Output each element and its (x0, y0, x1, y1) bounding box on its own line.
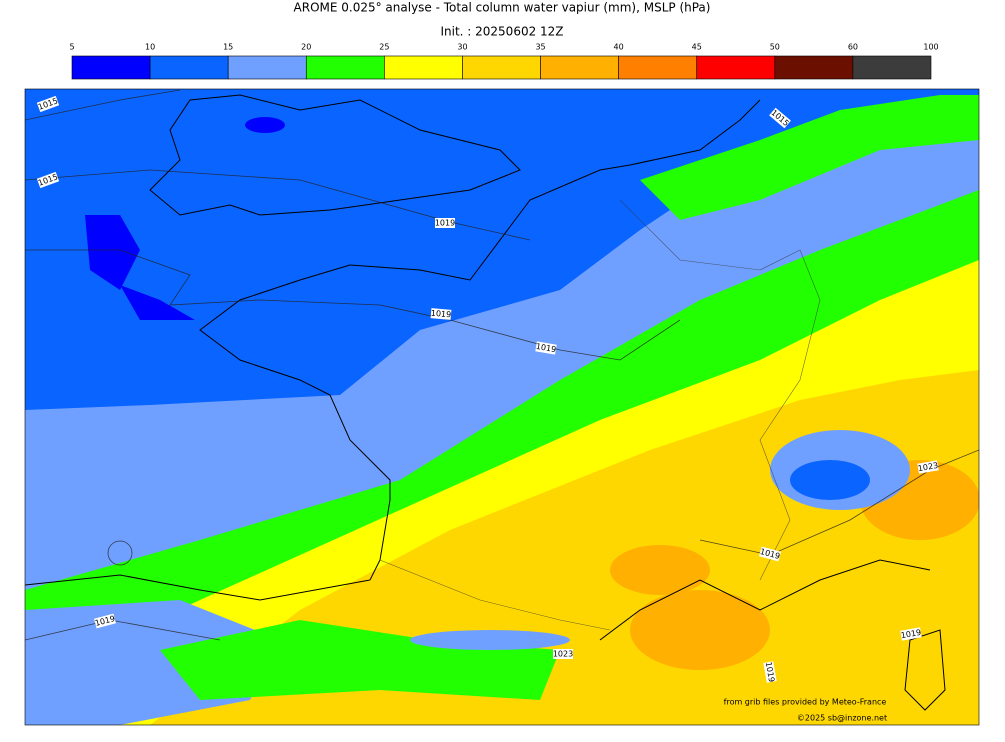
contour-label: 1019 (94, 613, 116, 629)
field-5-10 (85, 215, 140, 290)
colorbar-tick-label: 5 (69, 43, 74, 52)
colorbar-tick-label: 100 (923, 43, 938, 52)
colorbar-segment (149, 55, 229, 80)
colorbar-tick-label: 60 (848, 43, 858, 52)
colorbar-segment (462, 55, 541, 80)
subtitle: Init. : 20250602 12Z (440, 25, 563, 39)
contour-label-bg (763, 661, 777, 683)
field-5-10-b (120, 285, 195, 320)
colorbar-segment (774, 55, 854, 80)
field-alps-core (790, 460, 870, 500)
colorbar-tick-label: 15 (223, 43, 233, 52)
colorbar: 5 10 15 20 25 30 35 40 45 50 60 100 (69, 43, 939, 80)
contour-label-bg (36, 95, 60, 113)
field-north-green (640, 95, 979, 220)
contour-label-bg (535, 341, 557, 355)
contour-label-text: 1019 (764, 661, 776, 683)
field-pyrenees (160, 620, 560, 700)
isobar-3 (25, 249, 681, 361)
colorbar-tick-label: 35 (535, 43, 545, 52)
colorbar-tick-label: 50 (770, 43, 780, 52)
isobar-1 (25, 89, 181, 121)
isobar-6 (107, 540, 133, 566)
colorbar-segment (71, 55, 151, 80)
contour-label: 1023 (917, 460, 939, 474)
contour-label-text: 1019 (900, 628, 922, 640)
field-35-40-sea (630, 590, 770, 670)
field-germany (835, 170, 905, 200)
field-35-40 (610, 545, 710, 595)
colorbar-tick-label: 45 (692, 43, 702, 52)
map-frame (24, 88, 980, 726)
isobar-2 (25, 169, 531, 241)
contour-label-text: 1023 (917, 461, 939, 473)
colorbar-segment (696, 55, 776, 80)
colorbar-segment (305, 55, 385, 80)
colorbar-tick-label: 25 (379, 43, 389, 52)
contour-label: 1019 (900, 627, 922, 641)
contour-label: 1023 (553, 649, 573, 659)
isobar-4 (699, 449, 979, 556)
contour-label-text: 1023 (553, 650, 573, 659)
credit-author: ©2025 sb@inzone.net (797, 714, 887, 723)
colorbar-tick-label: 20 (301, 43, 311, 52)
contour-label-bg (900, 627, 922, 641)
coast-channel (349, 99, 761, 281)
contour-label-bg (430, 308, 452, 320)
contour-label-text: 1019 (435, 219, 455, 228)
coast-uk (149, 94, 521, 216)
title: AROME 0.025° analyse - Total column wate… (294, 1, 711, 15)
colorbar-segment (852, 55, 932, 80)
contour-label-bg (36, 171, 60, 189)
colorbar-tick-label: 40 (614, 43, 624, 52)
contour-label: 1019 (430, 308, 452, 320)
border-pyrenees (379, 559, 611, 631)
colorbar-segment (227, 55, 307, 80)
contour-label-bg (917, 460, 939, 474)
contour-label-text: 1019 (535, 342, 557, 354)
coast-atlantic (199, 264, 391, 581)
contour-label-bg (435, 218, 455, 228)
contour-label: 1019 (763, 661, 777, 683)
contour-labels: 1015101510191019101910151019101910231023… (36, 95, 939, 683)
contour-label-text: 1019 (430, 309, 451, 320)
border-east (619, 199, 821, 581)
contour-label-bg (769, 107, 791, 129)
colorbar-segment (384, 55, 463, 80)
colorbar-segment (618, 55, 698, 80)
credit-source: from grib files provided by Meteo-France (724, 698, 887, 707)
field-pyrenees-blue (410, 630, 570, 650)
colorbar-tick-label: 10 (145, 43, 155, 52)
contour-label: 1019 (435, 218, 455, 228)
coast-corsica (904, 629, 946, 711)
map (25, 89, 979, 725)
contour-label-bg (553, 649, 573, 659)
contour-label: 1019 (535, 341, 557, 355)
colorbar-tick-label: 30 (457, 43, 467, 52)
field-5-10-c (245, 117, 285, 133)
colorbar-segment (540, 55, 619, 80)
coast-spain (25, 574, 371, 601)
coast-med (599, 559, 931, 641)
